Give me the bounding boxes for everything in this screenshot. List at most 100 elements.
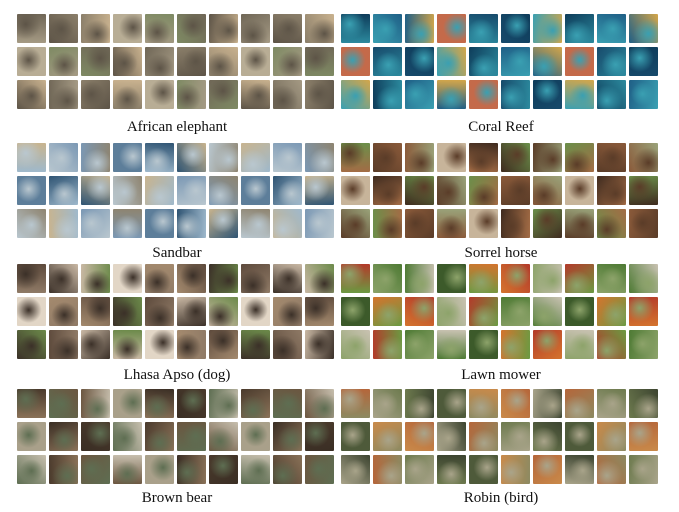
thumbnail-image xyxy=(17,80,46,109)
thumbnail-image xyxy=(341,80,370,109)
thumbnail-image xyxy=(597,422,626,451)
thumbnail-image xyxy=(209,176,238,205)
thumbnail-image xyxy=(305,330,334,359)
image-grid xyxy=(341,389,661,484)
thumbnail-image xyxy=(341,209,370,238)
thumbnail-image xyxy=(437,176,466,205)
thumbnail-image xyxy=(273,209,302,238)
thumbnail-image xyxy=(241,80,270,109)
image-grid xyxy=(341,264,661,359)
thumbnail-image xyxy=(341,14,370,43)
panel-robin: Robin (bird) xyxy=(341,389,661,506)
thumbnail-image xyxy=(113,264,142,293)
thumbnail-image xyxy=(81,297,110,326)
thumbnail-image xyxy=(17,389,46,418)
thumbnail-image xyxy=(469,297,498,326)
thumbnail-image xyxy=(49,389,78,418)
thumbnail-image xyxy=(437,455,466,484)
thumbnail-image xyxy=(49,176,78,205)
thumbnail-image xyxy=(177,176,206,205)
thumbnail-image xyxy=(273,176,302,205)
thumbnail-image xyxy=(597,176,626,205)
thumbnail-image xyxy=(373,422,402,451)
thumbnail-image xyxy=(113,47,142,76)
thumbnail-image xyxy=(565,176,594,205)
thumbnail-image xyxy=(373,14,402,43)
thumbnail-image xyxy=(341,389,370,418)
thumbnail-image xyxy=(405,455,434,484)
thumbnail-image xyxy=(629,389,658,418)
thumbnail-image xyxy=(597,14,626,43)
thumbnail-image xyxy=(469,422,498,451)
thumbnail-image xyxy=(501,47,530,76)
thumbnail-image xyxy=(145,209,174,238)
thumbnail-image xyxy=(113,143,142,172)
thumbnail-image xyxy=(373,389,402,418)
thumbnail-image xyxy=(177,297,206,326)
thumbnail-image xyxy=(273,264,302,293)
panel-caption: Sandbar xyxy=(152,245,202,261)
thumbnail-image xyxy=(209,14,238,43)
thumbnail-image xyxy=(373,297,402,326)
thumbnail-image xyxy=(81,422,110,451)
thumbnail-image xyxy=(629,143,658,172)
thumbnail-image xyxy=(405,209,434,238)
thumbnail-image xyxy=(565,264,594,293)
thumbnail-image xyxy=(17,264,46,293)
thumbnail-image xyxy=(145,422,174,451)
thumbnail-image xyxy=(437,389,466,418)
thumbnail-image xyxy=(629,297,658,326)
thumbnail-image xyxy=(81,389,110,418)
thumbnail-image xyxy=(305,209,334,238)
image-grid xyxy=(341,143,661,238)
thumbnail-image xyxy=(81,330,110,359)
thumbnail-image xyxy=(17,297,46,326)
thumbnail-image xyxy=(17,176,46,205)
thumbnail-image xyxy=(501,389,530,418)
image-grid xyxy=(17,143,337,238)
thumbnail-image xyxy=(629,176,658,205)
thumbnail-image xyxy=(629,14,658,43)
thumbnail-image xyxy=(533,143,562,172)
thumbnail-image xyxy=(273,297,302,326)
thumbnail-image xyxy=(177,14,206,43)
thumbnail-image xyxy=(341,422,370,451)
thumbnail-image xyxy=(597,47,626,76)
thumbnail-image xyxy=(241,143,270,172)
thumbnail-image xyxy=(145,389,174,418)
thumbnail-image xyxy=(469,455,498,484)
thumbnail-image xyxy=(145,176,174,205)
thumbnail-image xyxy=(209,389,238,418)
thumbnail-image xyxy=(597,389,626,418)
thumbnail-image xyxy=(17,209,46,238)
thumbnail-image xyxy=(113,389,142,418)
thumbnail-image xyxy=(17,422,46,451)
thumbnail-image xyxy=(113,297,142,326)
thumbnail-image xyxy=(241,14,270,43)
panel-caption: Sorrel horse xyxy=(464,245,538,261)
thumbnail-image xyxy=(113,209,142,238)
thumbnail-image xyxy=(241,47,270,76)
thumbnail-image xyxy=(597,264,626,293)
panel-caption: African elephant xyxy=(126,119,228,135)
thumbnail-image xyxy=(597,143,626,172)
thumbnail-image xyxy=(17,47,46,76)
thumbnail-image xyxy=(177,143,206,172)
thumbnail-image xyxy=(177,422,206,451)
thumbnail-image xyxy=(469,389,498,418)
thumbnail-image xyxy=(533,297,562,326)
thumbnail-image xyxy=(437,14,466,43)
thumbnail-image xyxy=(49,143,78,172)
thumbnail-image xyxy=(597,455,626,484)
thumbnail-image xyxy=(305,47,334,76)
thumbnail-image xyxy=(501,455,530,484)
thumbnail-image xyxy=(209,143,238,172)
thumbnail-image xyxy=(373,176,402,205)
thumbnail-image xyxy=(177,264,206,293)
thumbnail-image xyxy=(241,176,270,205)
thumbnail-image xyxy=(533,422,562,451)
thumbnail-image xyxy=(273,143,302,172)
thumbnail-image xyxy=(305,14,334,43)
thumbnail-image xyxy=(145,80,174,109)
panel-african-elephant: African elephant xyxy=(17,14,337,135)
